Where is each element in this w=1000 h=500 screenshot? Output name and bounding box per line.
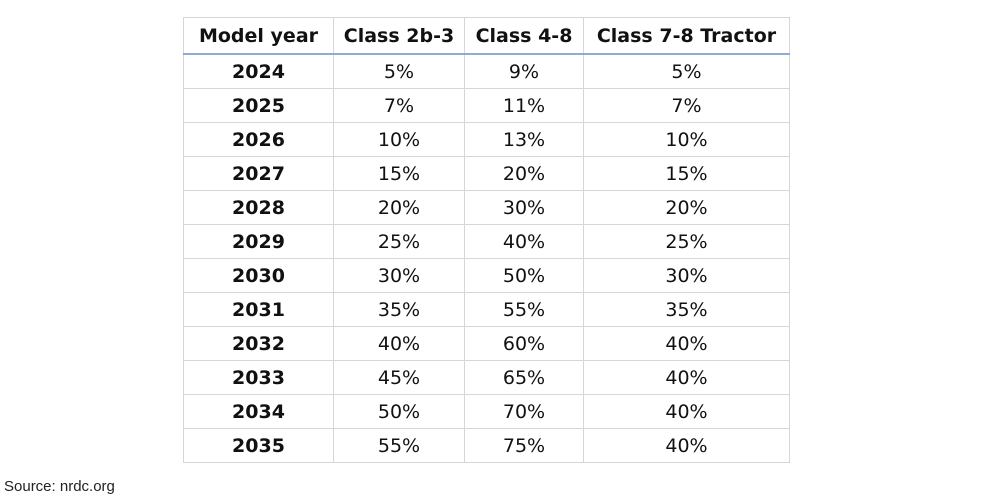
cell-class-4-8: 13% — [464, 122, 584, 157]
header-class-2b-3: Class 2b-3 — [333, 17, 465, 55]
cell-class-2b-3: 55% — [333, 428, 465, 463]
table-row: 2026 10% 13% 10% — [183, 122, 790, 157]
cell-class-2b-3: 7% — [333, 88, 465, 123]
cell-class-4-8: 60% — [464, 326, 584, 361]
cell-class-2b-3: 50% — [333, 394, 465, 429]
cell-class-4-8: 9% — [464, 54, 584, 89]
header-class-4-8: Class 4-8 — [464, 17, 584, 55]
cell-class-4-8: 30% — [464, 190, 584, 225]
table-header-row: Model year Class 2b-3 Class 4-8 Class 7-… — [183, 17, 790, 55]
cell-class-7-8-tractor: 20% — [583, 190, 790, 225]
cell-class-2b-3: 5% — [333, 54, 465, 89]
cell-class-7-8-tractor: 40% — [583, 360, 790, 395]
table-row: 2024 5% 9% 5% — [183, 54, 790, 89]
cell-model-year: 2031 — [183, 292, 334, 327]
cell-class-7-8-tractor: 40% — [583, 394, 790, 429]
cell-class-7-8-tractor: 5% — [583, 54, 790, 89]
cell-class-7-8-tractor: 25% — [583, 224, 790, 259]
cell-class-2b-3: 40% — [333, 326, 465, 361]
cell-class-4-8: 50% — [464, 258, 584, 293]
table-row: 2029 25% 40% 25% — [183, 224, 790, 259]
cell-class-4-8: 20% — [464, 156, 584, 191]
table-row: 2030 30% 50% 30% — [183, 258, 790, 293]
table-row: 2035 55% 75% 40% — [183, 428, 790, 463]
table-row: 2033 45% 65% 40% — [183, 360, 790, 395]
cell-class-4-8: 70% — [464, 394, 584, 429]
cell-class-2b-3: 25% — [333, 224, 465, 259]
data-table-container: Model year Class 2b-3 Class 4-8 Class 7-… — [183, 17, 790, 463]
header-model-year: Model year — [183, 17, 334, 55]
zev-requirements-table: Model year Class 2b-3 Class 4-8 Class 7-… — [183, 17, 790, 463]
table-row: 2031 35% 55% 35% — [183, 292, 790, 327]
cell-class-2b-3: 30% — [333, 258, 465, 293]
cell-model-year: 2034 — [183, 394, 334, 429]
cell-class-7-8-tractor: 30% — [583, 258, 790, 293]
cell-class-7-8-tractor: 40% — [583, 326, 790, 361]
cell-model-year: 2027 — [183, 156, 334, 191]
cell-class-7-8-tractor: 7% — [583, 88, 790, 123]
cell-model-year: 2025 — [183, 88, 334, 123]
cell-class-4-8: 55% — [464, 292, 584, 327]
cell-class-7-8-tractor: 35% — [583, 292, 790, 327]
table-row: 2028 20% 30% 20% — [183, 190, 790, 225]
cell-class-2b-3: 35% — [333, 292, 465, 327]
cell-model-year: 2028 — [183, 190, 334, 225]
table-row: 2025 7% 11% 7% — [183, 88, 790, 123]
cell-class-7-8-tractor: 15% — [583, 156, 790, 191]
cell-model-year: 2024 — [183, 54, 334, 89]
cell-class-7-8-tractor: 40% — [583, 428, 790, 463]
cell-model-year: 2035 — [183, 428, 334, 463]
cell-model-year: 2032 — [183, 326, 334, 361]
cell-class-2b-3: 10% — [333, 122, 465, 157]
table-row: 2027 15% 20% 15% — [183, 156, 790, 191]
cell-class-2b-3: 20% — [333, 190, 465, 225]
cell-model-year: 2030 — [183, 258, 334, 293]
cell-class-4-8: 65% — [464, 360, 584, 395]
source-note: Source: nrdc.org — [4, 478, 115, 495]
cell-class-4-8: 40% — [464, 224, 584, 259]
header-class-7-8-tractor: Class 7-8 Tractor — [583, 17, 790, 55]
cell-class-2b-3: 45% — [333, 360, 465, 395]
table-row: 2034 50% 70% 40% — [183, 394, 790, 429]
cell-class-2b-3: 15% — [333, 156, 465, 191]
table-row: 2032 40% 60% 40% — [183, 326, 790, 361]
table-body: 2024 5% 9% 5% 2025 7% 11% 7% 2026 10% 13% 10% 2027 15… — [183, 54, 790, 463]
cell-model-year: 2029 — [183, 224, 334, 259]
cell-class-4-8: 75% — [464, 428, 584, 463]
cell-class-7-8-tractor: 10% — [583, 122, 790, 157]
cell-model-year: 2026 — [183, 122, 334, 157]
cell-model-year: 2033 — [183, 360, 334, 395]
cell-class-4-8: 11% — [464, 88, 584, 123]
